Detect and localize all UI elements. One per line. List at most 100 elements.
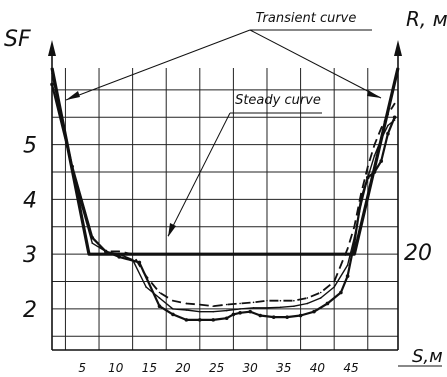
data-point	[266, 307, 268, 309]
y-axis-left-title: SF	[4, 27, 31, 52]
data-point	[345, 274, 350, 278]
annotations: Transient curve Steady curve	[65, 11, 382, 237]
data-point	[239, 308, 241, 310]
y-axis-right-title: R, м	[406, 7, 447, 31]
data-point	[379, 159, 384, 163]
data-point	[145, 286, 147, 288]
data-point	[51, 67, 53, 69]
data-point	[279, 299, 282, 302]
data-point	[239, 302, 241, 305]
data-point	[373, 154, 376, 157]
data-point	[225, 303, 228, 306]
data-point	[353, 236, 356, 239]
data-point	[184, 318, 189, 322]
y-axis-right-arrow	[394, 40, 402, 56]
grid	[52, 68, 398, 350]
data-point	[360, 204, 362, 206]
data-point	[231, 312, 236, 317]
data-point	[172, 308, 174, 310]
series-line-1	[50, 67, 400, 256]
data-point	[372, 170, 377, 174]
data-point	[271, 315, 276, 319]
data-point	[91, 236, 94, 239]
data-point	[293, 305, 295, 307]
data-point	[199, 303, 201, 306]
data-point	[131, 253, 134, 255]
data-point	[353, 253, 356, 255]
data-point	[333, 280, 335, 283]
series-line-4	[51, 73, 396, 313]
data-point	[248, 309, 252, 314]
data-point	[319, 297, 322, 299]
data-point	[339, 290, 343, 295]
data-point	[238, 310, 242, 315]
data-point	[293, 299, 295, 302]
y-axis-left-arrow	[48, 40, 56, 56]
annotation-steady-curve: Steady curve	[235, 93, 321, 108]
data-point	[225, 309, 228, 312]
data-point	[157, 304, 162, 308]
data-point	[50, 82, 54, 87]
data-point	[392, 115, 397, 120]
y-tick-label-left: 5	[23, 134, 37, 159]
data-point	[91, 242, 94, 245]
y-tick-label-right: 20	[404, 241, 432, 266]
data-point	[198, 318, 202, 322]
data-point	[346, 264, 349, 266]
data-point	[88, 253, 90, 255]
data-point	[252, 301, 255, 304]
data-point	[212, 310, 215, 313]
series-line-2	[50, 84, 396, 321]
data-point	[393, 102, 396, 105]
annotation-transient-leader-right	[249, 29, 382, 99]
data-point	[393, 119, 396, 121]
series-line-3	[54, 84, 396, 308]
x-axis-title: S,м	[412, 346, 443, 367]
x-tick-label: 35	[276, 361, 291, 375]
annotation-steady-leader	[167, 112, 231, 237]
data-point	[386, 131, 390, 136]
data-point	[373, 143, 376, 146]
data-point	[380, 138, 383, 140]
data-point	[360, 193, 362, 195]
data-point	[131, 258, 134, 261]
data-point	[319, 291, 322, 294]
x-tick-label: 10	[108, 361, 124, 375]
data-point	[306, 297, 309, 299]
data-point	[279, 306, 282, 309]
data-point	[252, 307, 255, 309]
annotation-arrowhead	[168, 223, 176, 237]
data-point	[397, 67, 399, 69]
data-point	[346, 247, 349, 250]
data-point	[199, 310, 201, 313]
data-point	[333, 286, 335, 288]
data-point	[158, 291, 161, 294]
data-point	[172, 299, 174, 302]
data-point	[285, 315, 289, 319]
data-point	[185, 302, 188, 305]
data-point	[71, 171, 73, 173]
data-point	[211, 318, 216, 322]
data-point	[158, 297, 161, 299]
data-point	[298, 313, 303, 318]
data-point	[145, 275, 147, 277]
y-tick-label-left: 4	[23, 188, 37, 213]
axes	[48, 40, 442, 367]
data-point	[224, 316, 229, 321]
series-group	[50, 67, 400, 322]
x-tick-label: 20	[175, 361, 191, 375]
data-point	[171, 312, 175, 317]
annotation-transient-curve: Transient curve	[256, 11, 357, 26]
annotation-arrowhead	[66, 91, 80, 100]
data-point	[306, 302, 309, 305]
data-point	[366, 176, 369, 179]
data-point	[325, 301, 330, 306]
data-point	[387, 113, 389, 116]
x-tick-label: 5	[78, 361, 86, 375]
x-tick-label: 40	[310, 361, 326, 375]
data-point	[353, 225, 356, 228]
y-tick-label-left: 3	[23, 243, 37, 268]
data-point	[118, 253, 120, 255]
